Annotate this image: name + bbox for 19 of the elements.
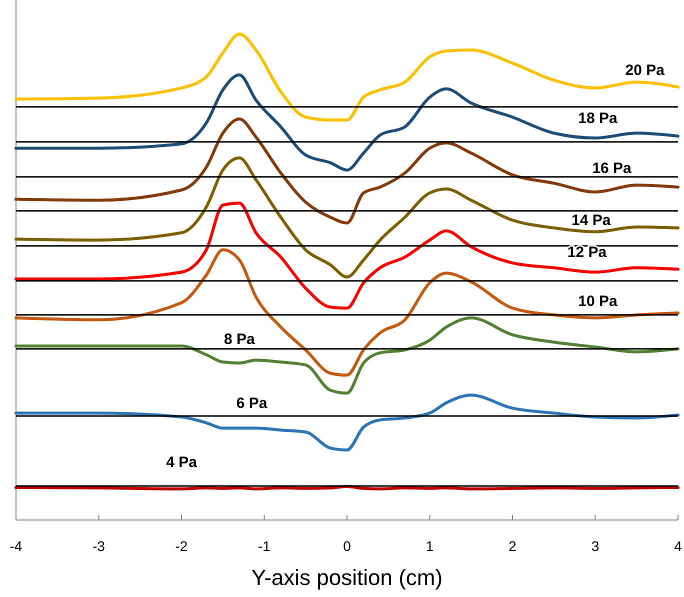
series-label: 14 Pa [572,212,612,229]
x-tick-label: 4 [674,538,682,554]
x-tick-label: -4 [10,538,22,554]
series-label: 18 Pa [578,110,618,127]
x-tick-label: -1 [258,538,271,554]
series-label: 4 Pa [166,454,198,471]
x-tick-label: 3 [591,538,600,554]
x-tick-label: 2 [508,538,517,554]
series-label: 6 Pa [236,395,268,412]
series-label: 12 Pa [567,244,608,261]
series-label: 8 Pa [224,331,256,348]
x-tick-label: 1 [426,538,434,554]
x-axis-title: Y-axis position (cm) [251,565,443,590]
series-label: 16 Pa [592,160,632,177]
x-tick-label: 0 [343,538,352,554]
series-label: 10 Pa [578,293,618,310]
x-tick-label: -2 [175,538,188,554]
series-label: 20 Pa [625,62,666,79]
x-tick-label: -3 [92,538,106,554]
